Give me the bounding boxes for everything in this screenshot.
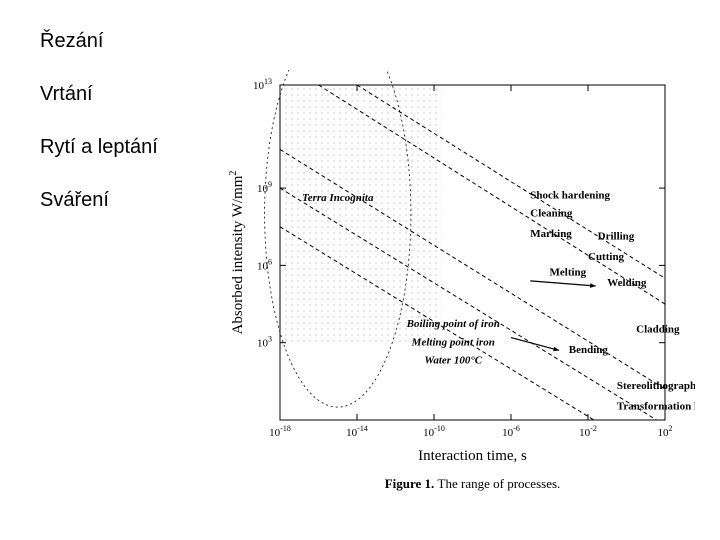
svg-text:Figure 1. The range of proces: Figure 1. The range of processes. [385,476,561,491]
svg-text:Drilling: Drilling [598,231,635,243]
process-chart: 10-18 10-14 10-10 10-6 10-2 102 103 106 109 1013 S… [225,70,695,510]
svg-text:Welding: Welding [607,277,647,289]
svg-text:Shock hardening: Shock hardening [530,189,610,201]
svg-text:Melting: Melting [550,267,587,279]
svg-text:106: 106 [257,257,272,272]
svg-text:10-14: 10-14 [346,424,368,439]
chart-svg: 10-18 10-14 10-10 10-6 10-2 102 103 106 109 1013 S… [225,70,695,510]
svg-text:1013: 1013 [253,77,272,92]
side-item: Sváření [40,189,158,212]
svg-text:Interaction time, s: Interaction time, s [418,448,527,464]
svg-text:Cutting: Cutting [588,251,625,263]
side-item: Vrtání [40,83,158,106]
svg-text:Terra Incognita: Terra Incognita [302,192,374,204]
svg-text:109: 109 [257,180,272,195]
svg-text:Absorbed intensity W/mm2: Absorbed intensity W/mm2 [228,171,246,335]
side-item: Rytí a leptání [40,136,158,159]
svg-text:Cleaning: Cleaning [530,207,573,219]
svg-text:102: 102 [658,424,673,439]
svg-text:Water 100°C: Water 100°C [424,354,482,366]
svg-text:103: 103 [257,335,272,350]
svg-text:Cladding: Cladding [636,323,680,335]
svg-text:Melting point iron: Melting point iron [411,336,495,348]
side-list: Řezání Vrtání Rytí a leptání Sváření [40,30,158,242]
svg-text:10-10: 10-10 [423,424,445,439]
svg-text:Transformation hardening: Transformation hardening [617,401,695,413]
svg-text:10-2: 10-2 [579,424,597,439]
svg-text:10-18: 10-18 [269,424,291,439]
svg-text:10-6: 10-6 [502,424,520,439]
side-item: Řezání [40,30,158,53]
svg-text:Bending: Bending [569,344,609,356]
svg-text:Marking: Marking [530,228,572,240]
svg-text:Stereolithography: Stereolithography [617,380,695,392]
svg-text:Boiling point of iron: Boiling point of iron [406,318,500,330]
